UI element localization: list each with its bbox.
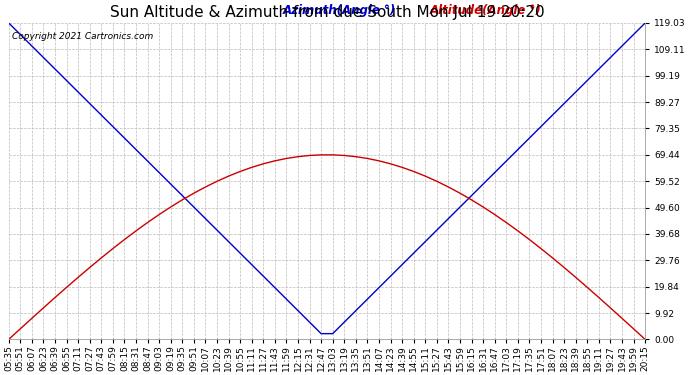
Text: Altitude(Angle °): Altitude(Angle °): [430, 4, 542, 16]
Text: Azimuth(Angle °): Azimuth(Angle °): [283, 4, 396, 16]
Text: Copyright 2021 Cartronics.com: Copyright 2021 Cartronics.com: [12, 32, 153, 41]
Title: Sun Altitude & Azimuth from due South Mon Jul 19 20:20: Sun Altitude & Azimuth from due South Mo…: [110, 5, 544, 20]
